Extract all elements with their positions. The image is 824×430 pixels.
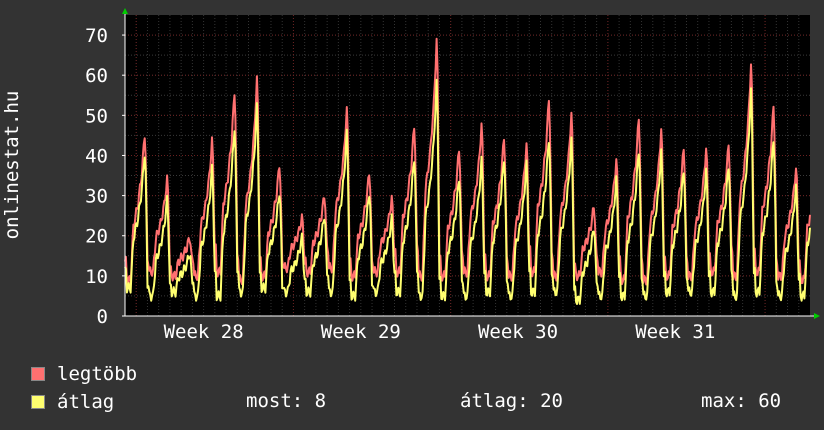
y-axis-ticks: 0 10 20 30 40 50 60 70	[85, 25, 108, 328]
x-axis-ticks: Week 28 Week 29 Week 30 Week 31	[164, 321, 716, 343]
legend-swatch-avg	[31, 395, 45, 409]
y-axis-arrow-icon	[122, 8, 128, 14]
legend-label-avg: átlag	[57, 391, 115, 413]
legend-item-avg: átlag	[31, 391, 115, 413]
x-tick-label: Week 31	[635, 321, 715, 343]
y-tick-label: 50	[85, 105, 108, 127]
x-axis-arrow-icon	[814, 313, 820, 319]
y-tick-label: 10	[85, 266, 108, 288]
y-tick-label: 20	[85, 226, 108, 248]
stat-average: átlag: 20	[460, 390, 563, 412]
y-tick-label: 30	[85, 186, 108, 208]
legend-label-max: legtöbb	[57, 363, 138, 385]
axes	[122, 8, 820, 319]
legend-item-max: legtöbb	[31, 363, 138, 385]
x-tick-label: Week 30	[478, 321, 558, 343]
y-tick-label: 0	[97, 306, 108, 328]
y-axis-label: onlinestat.hu	[1, 91, 23, 240]
x-tick-label: Week 29	[321, 321, 401, 343]
stat-max: max: 60	[701, 390, 782, 412]
stat-now: most: 8	[246, 390, 327, 412]
series-lines	[124, 37, 811, 305]
y-tick-label: 40	[85, 145, 108, 167]
y-tick-label: 60	[85, 65, 108, 87]
series-line-atlag	[124, 78, 811, 305]
y-tick-label: 70	[85, 25, 108, 47]
x-tick-label: Week 28	[164, 321, 244, 343]
legend-swatch-max	[31, 367, 45, 381]
